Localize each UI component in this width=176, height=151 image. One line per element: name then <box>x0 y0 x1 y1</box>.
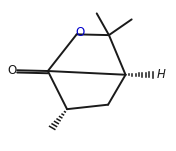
Text: O: O <box>7 64 16 77</box>
Text: O: O <box>76 26 85 39</box>
Text: H: H <box>157 68 166 81</box>
